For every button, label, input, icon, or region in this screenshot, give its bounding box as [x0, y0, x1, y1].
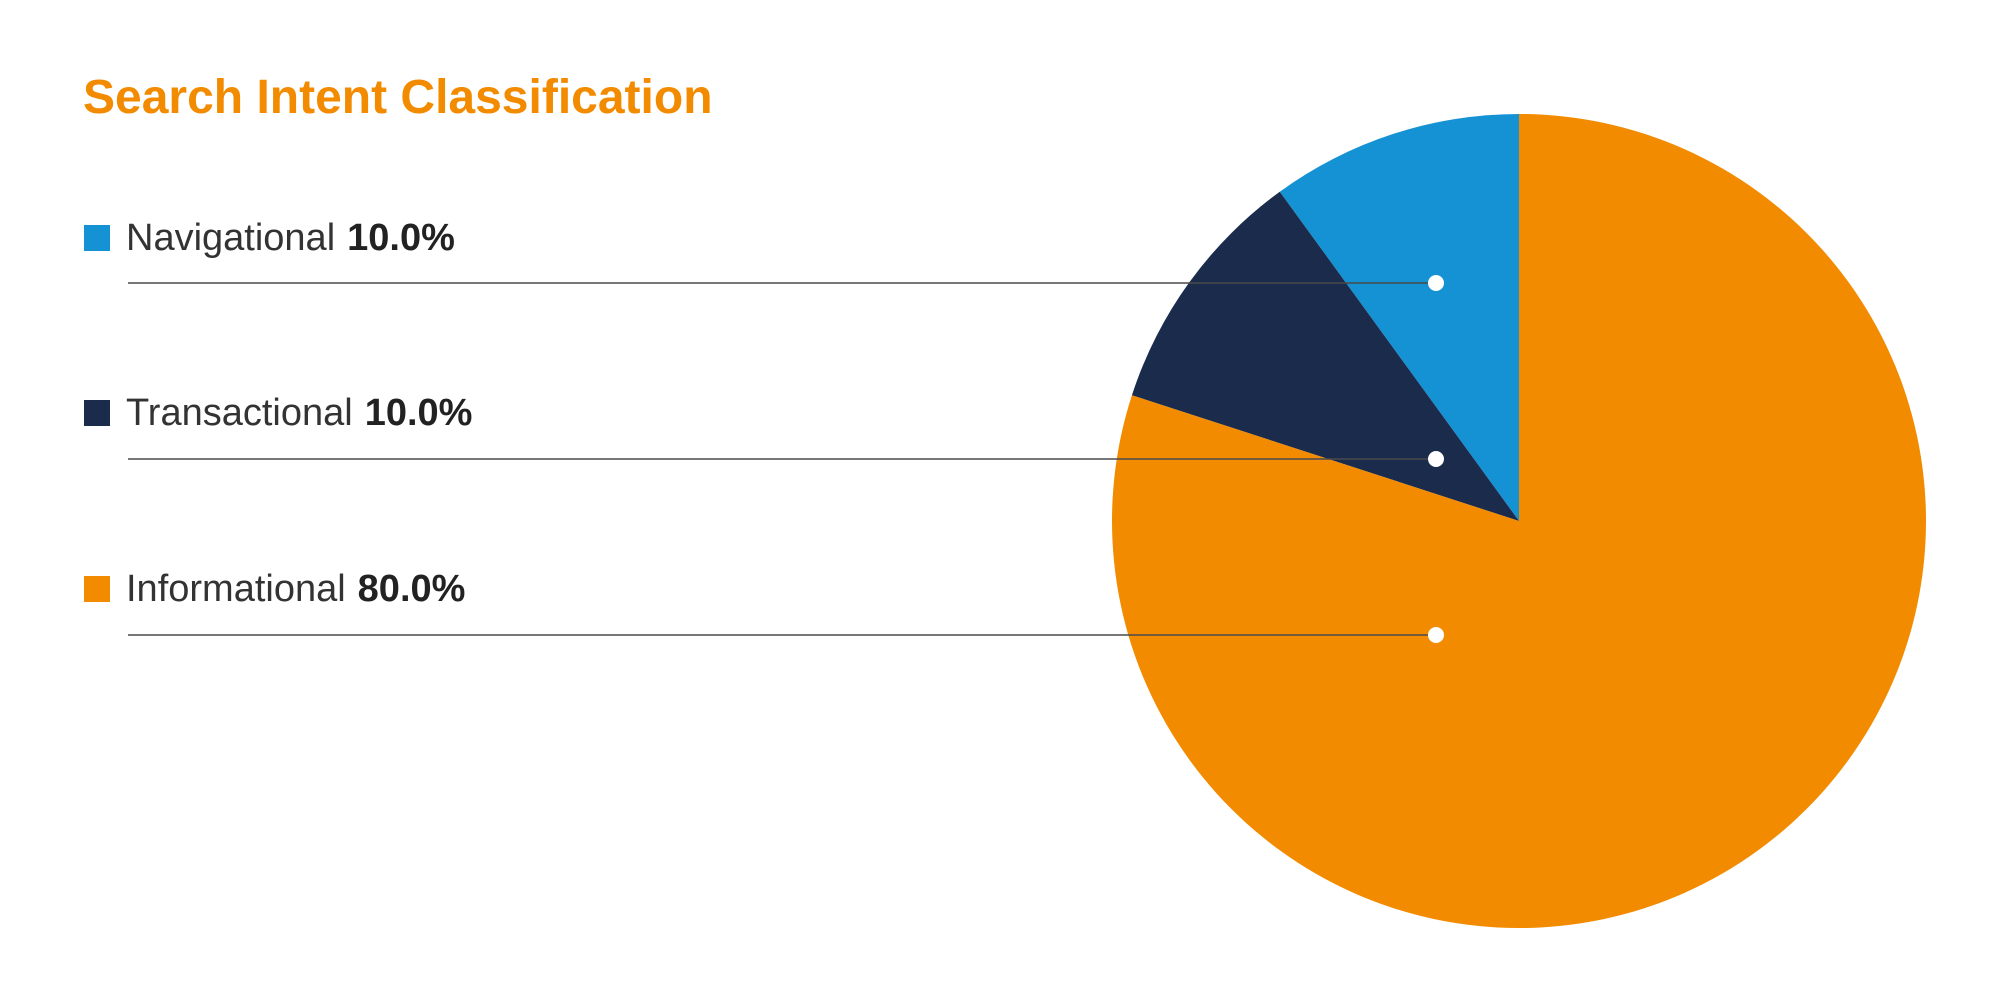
- leader-dot-navigational: [1428, 275, 1444, 291]
- legend-label-navigational: Navigational: [126, 216, 336, 259]
- legend-item-navigational: Navigational 10.0%: [84, 216, 455, 259]
- legend-item-informational: Informational 80.0%: [84, 567, 466, 610]
- pie-slice-navigational: [1279, 114, 1519, 521]
- legend-item-transactional: Transactional 10.0%: [84, 391, 473, 434]
- legend-label-informational: Informational: [126, 567, 346, 610]
- legend-swatch-navigational: [84, 225, 110, 251]
- legend-value-navigational: 10.0%: [347, 216, 455, 259]
- legend-value-transactional: 10.0%: [364, 391, 473, 434]
- chart-title: Search Intent Classification: [83, 71, 713, 124]
- pie-slice-transactional: [1131, 191, 1519, 522]
- pie-slice-informational: [1112, 114, 1926, 928]
- legend-swatch-informational: [84, 576, 110, 602]
- legend-value-informational: 80.0%: [357, 567, 466, 610]
- legend-swatch-transactional: [84, 400, 110, 426]
- leader-lines: [128, 275, 1444, 643]
- pie-slices: [1112, 114, 1926, 928]
- leader-dot-informational: [1428, 627, 1444, 643]
- leader-dot-transactional: [1428, 451, 1444, 467]
- legend-label-transactional: Transactional: [126, 391, 353, 434]
